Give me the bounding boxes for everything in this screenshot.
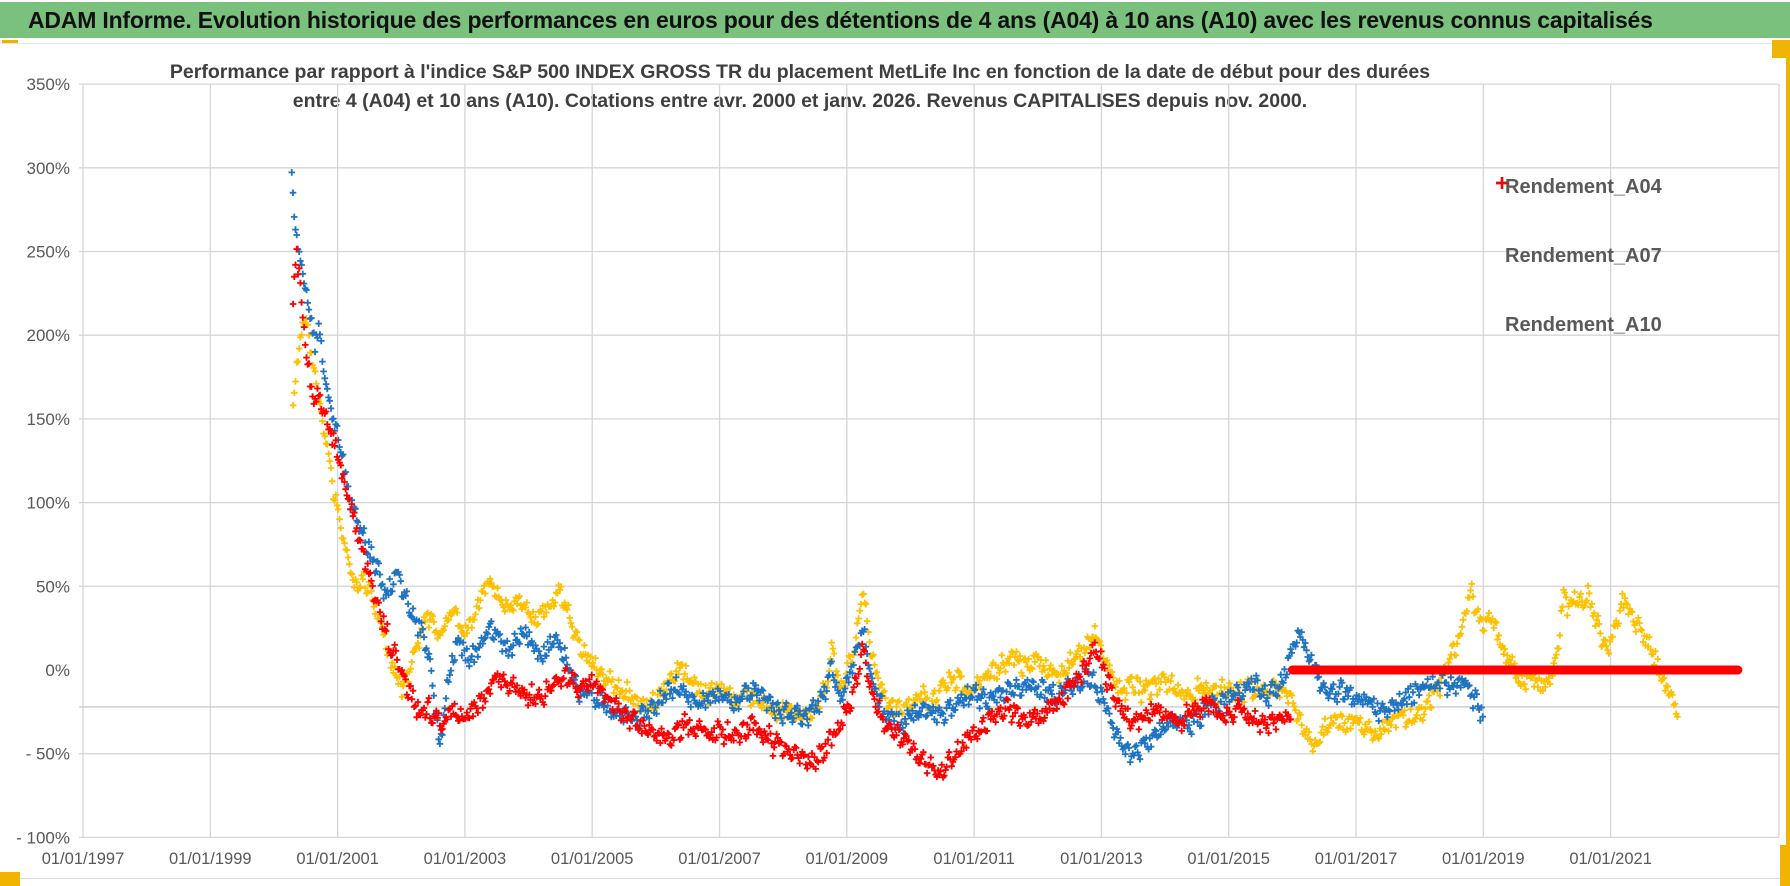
y-axis-label: 50% bbox=[36, 577, 70, 596]
accent-strip-right-edge bbox=[1786, 44, 1790, 886]
header-underline bbox=[0, 43, 1786, 44]
y-axis-label: 100% bbox=[27, 494, 70, 513]
legend-label: Rendement_A07 bbox=[1505, 244, 1662, 267]
y-axis-label: 200% bbox=[27, 326, 70, 345]
y-axis-label: - 100% bbox=[16, 828, 70, 847]
x-axis-label: 01/01/2007 bbox=[678, 850, 761, 868]
x-axis-label: 01/01/2017 bbox=[1315, 850, 1398, 868]
chart-title-line2: entre 4 (A04) et 10 ans (A10). Cotations… bbox=[292, 90, 1308, 112]
accent-square-bottom-left bbox=[0, 872, 20, 886]
chart-title-line1: Performance par rapport à l'indice S&P 5… bbox=[169, 61, 1431, 83]
legend-item-Rendement_A10[interactable]: Rendement_A10 bbox=[1495, 177, 1662, 336]
x-axis-label: 01/01/2001 bbox=[296, 850, 379, 868]
plus-marker-icon bbox=[1496, 177, 1508, 189]
x-axis-label: 01/01/1997 bbox=[42, 850, 125, 868]
header-bar: ADAM Informe. Evolution historique des p… bbox=[0, 2, 1790, 38]
accent-block-top-right bbox=[1772, 40, 1790, 58]
page-title: ADAM Informe. Evolution historique des p… bbox=[28, 6, 1653, 33]
legend-item-Rendement_A07[interactable]: Rendement_A07 bbox=[1495, 177, 1662, 267]
chart-title: Performance par rapport à l'indice S&P 5… bbox=[90, 58, 1510, 116]
accent-block-bottom-right bbox=[1780, 845, 1790, 886]
y-axis-label: 300% bbox=[27, 159, 70, 178]
legend-item-Rendement_A04[interactable]: Rendement_A04 bbox=[1495, 176, 1662, 198]
series-Rendement_A07 bbox=[288, 169, 1487, 766]
accent-dash-top-left bbox=[2, 40, 18, 44]
x-axis-label: 01/01/2009 bbox=[806, 850, 889, 868]
x-axis-label: 01/01/2019 bbox=[1442, 850, 1525, 868]
y-axis-label: 350% bbox=[27, 75, 70, 94]
x-axis-label: 01/01/2003 bbox=[424, 850, 507, 868]
x-axis-label: 01/01/2021 bbox=[1569, 850, 1652, 868]
legend-label: Rendement_A04 bbox=[1505, 175, 1662, 198]
x-axis-label: 01/01/2015 bbox=[1187, 850, 1270, 868]
series-Rendement_A04 bbox=[289, 315, 1681, 755]
y-axis-label: 0% bbox=[45, 661, 70, 680]
x-axis-label: 01/01/2013 bbox=[1060, 850, 1143, 868]
legend-label: Rendement_A10 bbox=[1505, 313, 1662, 336]
x-axis-label: 01/01/1999 bbox=[169, 850, 252, 868]
x-axis-label: 01/01/2011 bbox=[933, 850, 1014, 868]
x-axis-label: 01/01/2005 bbox=[551, 850, 634, 868]
bottom-divider bbox=[20, 878, 1784, 879]
y-axis-label: 250% bbox=[27, 243, 70, 262]
y-axis-label: 150% bbox=[27, 410, 70, 429]
chart-legend: Rendement_A04 Rendement_A07 Rendement_A1… bbox=[1495, 176, 1662, 383]
series-Rendement_A10 bbox=[289, 245, 1294, 781]
y-axis-label: - 50% bbox=[26, 745, 70, 764]
